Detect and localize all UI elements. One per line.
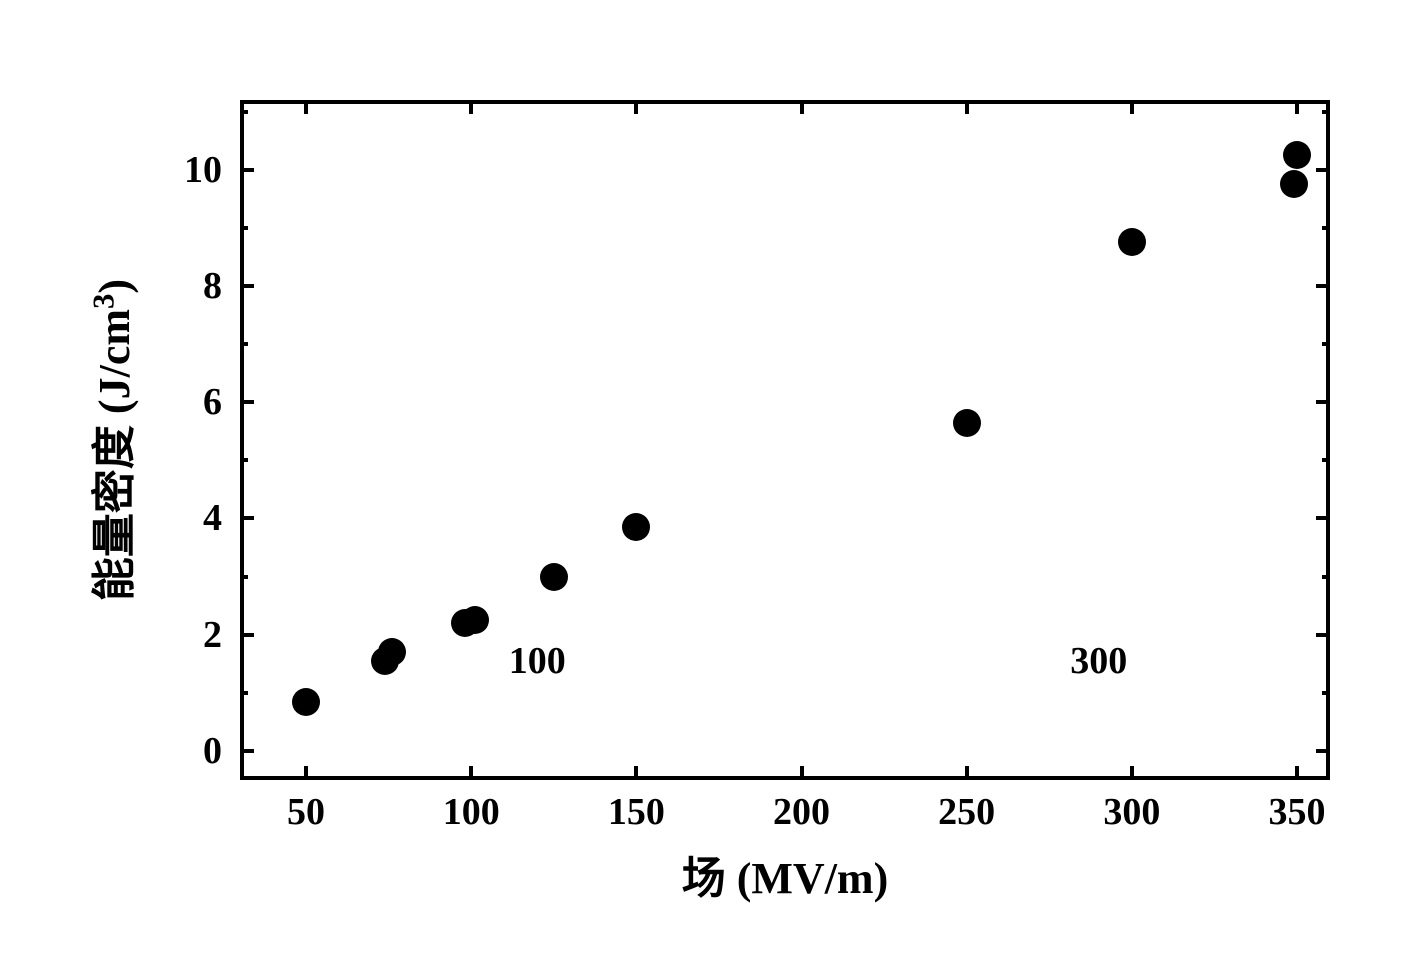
annotation-text: 300 xyxy=(1070,639,1127,683)
data-point xyxy=(292,688,320,716)
x-tick-top xyxy=(634,100,638,114)
x-tick xyxy=(1130,766,1134,780)
x-axis-label: 场 (MV/m) xyxy=(682,842,889,906)
y-tick-right xyxy=(1316,516,1330,520)
x-tick xyxy=(469,766,473,780)
plot-area xyxy=(240,100,1330,780)
x-tick-label: 300 xyxy=(1103,790,1160,834)
y-tick xyxy=(240,168,254,172)
y-minor-tick-right xyxy=(1322,575,1330,579)
x-tick-top xyxy=(1295,100,1299,114)
y-minor-tick xyxy=(240,575,248,579)
x-tick-label: 350 xyxy=(1268,790,1325,834)
y-minor-tick xyxy=(240,691,248,695)
x-tick-label: 50 xyxy=(287,790,325,834)
y-tick-label: 2 xyxy=(203,613,222,657)
y-tick xyxy=(240,516,254,520)
y-tick-label: 6 xyxy=(203,380,222,424)
y-tick-right xyxy=(1316,749,1330,753)
x-tick-top xyxy=(800,100,804,114)
y-minor-tick xyxy=(240,110,248,114)
data-point xyxy=(540,563,568,591)
data-point xyxy=(461,606,489,634)
y-tick-label: 4 xyxy=(203,496,222,540)
y-tick xyxy=(240,633,254,637)
x-tick-label: 200 xyxy=(773,790,830,834)
y-minor-tick xyxy=(240,226,248,230)
x-tick xyxy=(304,766,308,780)
data-point xyxy=(1283,141,1311,169)
x-tick-label: 150 xyxy=(608,790,665,834)
x-tick-label: 100 xyxy=(443,790,500,834)
data-point xyxy=(1280,170,1308,198)
y-minor-tick-right xyxy=(1322,342,1330,346)
y-minor-tick xyxy=(240,342,248,346)
y-minor-tick xyxy=(240,458,248,462)
x-tick-top xyxy=(1130,100,1134,114)
y-tick-label: 8 xyxy=(203,264,222,308)
y-tick-right xyxy=(1316,400,1330,404)
annotation-text: 100 xyxy=(509,639,566,683)
y-tick-right xyxy=(1316,284,1330,288)
x-tick-top xyxy=(469,100,473,114)
scatter-chart: 能量密度 (J/cm3) 场 (MV/m) 501001502002503003… xyxy=(40,40,1384,924)
y-tick-right xyxy=(1316,633,1330,637)
y-tick xyxy=(240,749,254,753)
y-minor-tick-right xyxy=(1322,226,1330,230)
y-minor-tick-right xyxy=(1322,691,1330,695)
y-minor-tick-right xyxy=(1322,458,1330,462)
y-tick xyxy=(240,400,254,404)
x-tick-top xyxy=(965,100,969,114)
y-tick-right xyxy=(1316,168,1330,172)
x-tick xyxy=(634,766,638,780)
x-tick xyxy=(800,766,804,780)
data-point xyxy=(1118,228,1146,256)
y-axis-label: 能量密度 (J/cm3) xyxy=(78,279,142,601)
data-point xyxy=(622,513,650,541)
y-tick xyxy=(240,284,254,288)
y-minor-tick-right xyxy=(1322,110,1330,114)
data-point xyxy=(378,638,406,666)
data-point xyxy=(953,409,981,437)
x-tick xyxy=(1295,766,1299,780)
y-tick-label: 10 xyxy=(184,148,222,192)
x-tick-label: 250 xyxy=(938,790,995,834)
y-tick-label: 0 xyxy=(203,729,222,773)
x-tick xyxy=(965,766,969,780)
x-tick-top xyxy=(304,100,308,114)
